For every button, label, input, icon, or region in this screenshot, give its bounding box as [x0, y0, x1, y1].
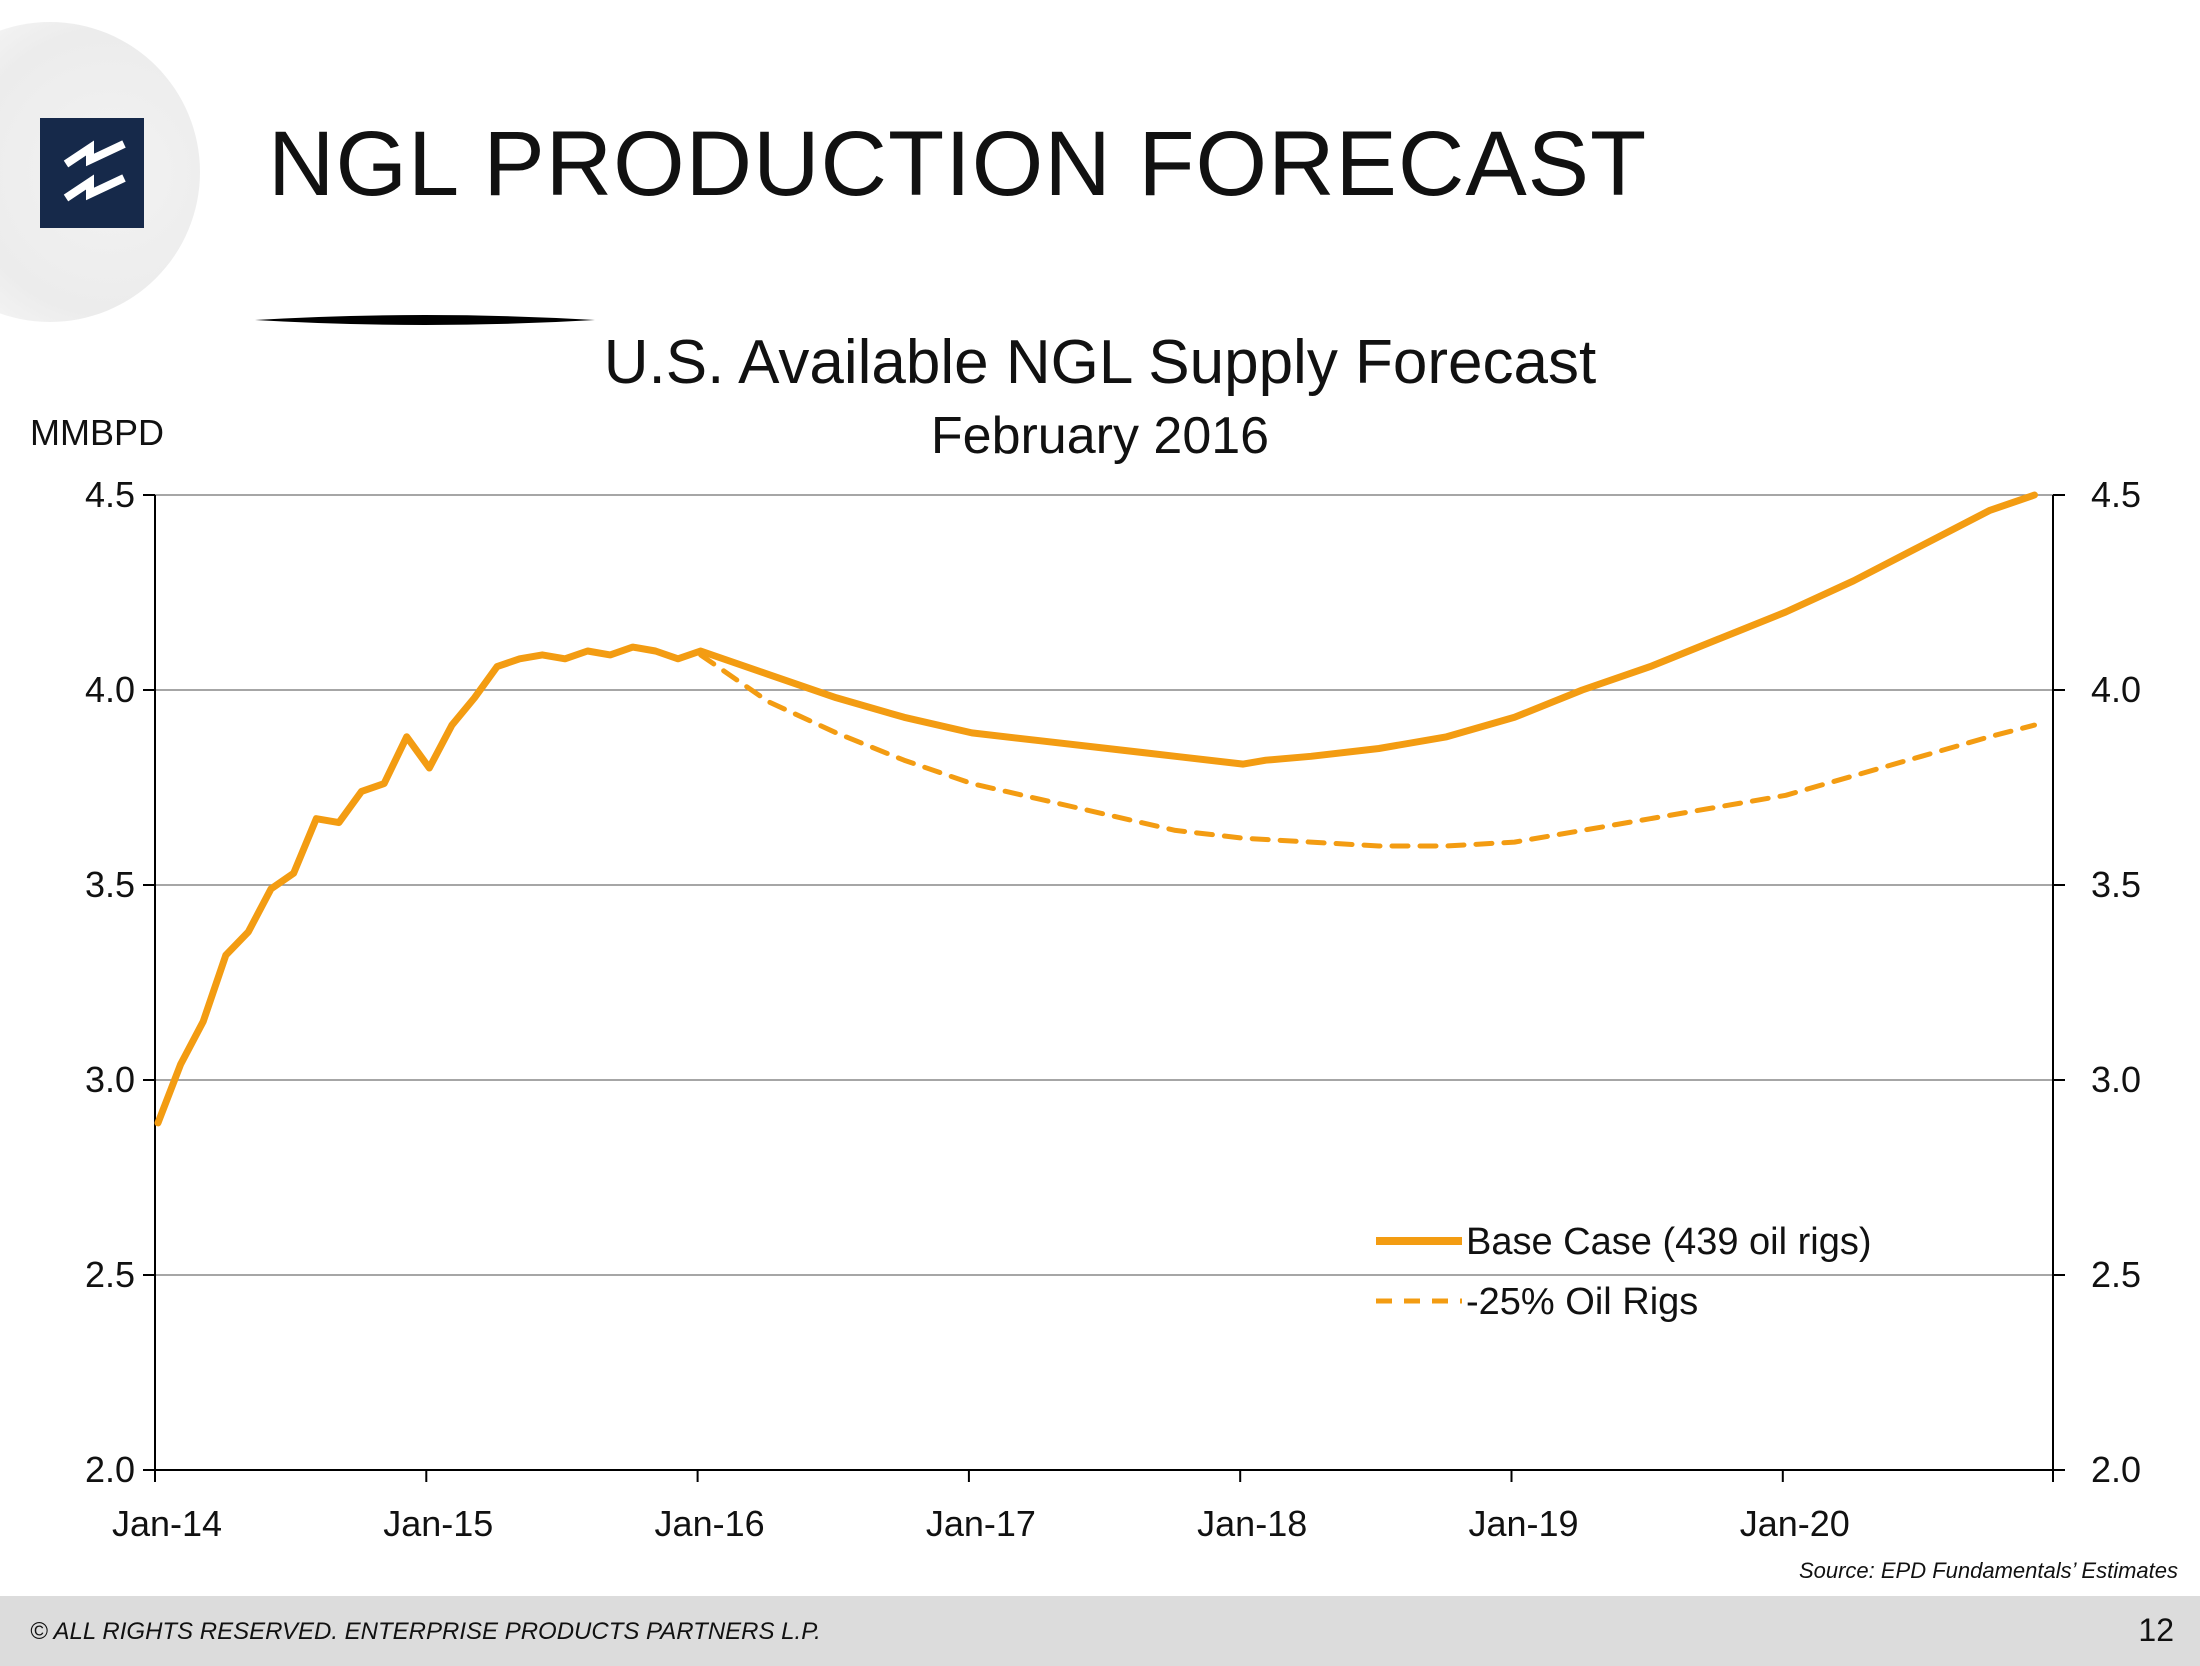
x-tick-label: Jan-15 [383, 1503, 493, 1544]
y-tick-label: 2.0 [85, 1449, 135, 1490]
y2-tick-label: 2.0 [2091, 1449, 2141, 1490]
x-tick-label: Jan-18 [1197, 1503, 1307, 1544]
chart-subtitle: February 2016 [930, 407, 1270, 465]
slide-title: NGL PRODUCTION FORECAST [268, 113, 1648, 215]
y-tick-label: 3.5 [85, 864, 135, 905]
x-tick-label: Jan-14 [112, 1503, 222, 1544]
x-tick-label: Jan-19 [1468, 1503, 1578, 1544]
company-logo [40, 118, 144, 228]
series-line-base-case [154, 491, 2038, 1127]
legend-label: Base Case (439 oil rigs) [1466, 1221, 1872, 1263]
source-note: Source: EPD Fundamentals’ Estimates [1798, 1558, 2178, 1583]
legend-label: -25% Oil Rigs [1466, 1281, 1698, 1323]
x-tick-label: Jan-17 [926, 1503, 1036, 1544]
copyright-text: © ALL RIGHTS RESERVED. ENTERPRISE PRODUC… [30, 1618, 821, 1645]
ngl-supply-line-chart: 2.0 2.0 2.5 2.5 3.0 3.0 3.5 3.5 4.0 4.0 4.5 4.5 Jan-… [85, 474, 2141, 1544]
y-tick-label: 3.0 [85, 1059, 135, 1100]
x-tick-label: Jan-20 [1740, 1503, 1850, 1544]
y2-tick-label: 4.0 [2091, 669, 2141, 710]
y-tick-label: 4.5 [85, 474, 135, 515]
page-number: 12 [2138, 1612, 2174, 1648]
y-axis-unit-label: MMBPD [30, 412, 164, 453]
y2-tick-label: 2.5 [2091, 1254, 2141, 1295]
y2-tick-label: 3.5 [2091, 864, 2141, 905]
y-tick-label: 4.0 [85, 669, 135, 710]
y-tick-label: 2.5 [85, 1254, 135, 1295]
x-tick-label: Jan-16 [655, 1503, 765, 1544]
y2-tick-label: 3.0 [2091, 1059, 2141, 1100]
series-line-reduced-rigs [698, 652, 2037, 849]
lightning-logo-icon [63, 140, 126, 202]
title-underline-swoosh [255, 315, 595, 325]
y2-tick-label: 4.5 [2091, 474, 2141, 515]
footer-bar: © ALL RIGHTS RESERVED. ENTERPRISE PRODUC… [0, 1596, 2200, 1666]
chart-title: U.S. Available NGL Supply Forecast [603, 328, 1597, 397]
